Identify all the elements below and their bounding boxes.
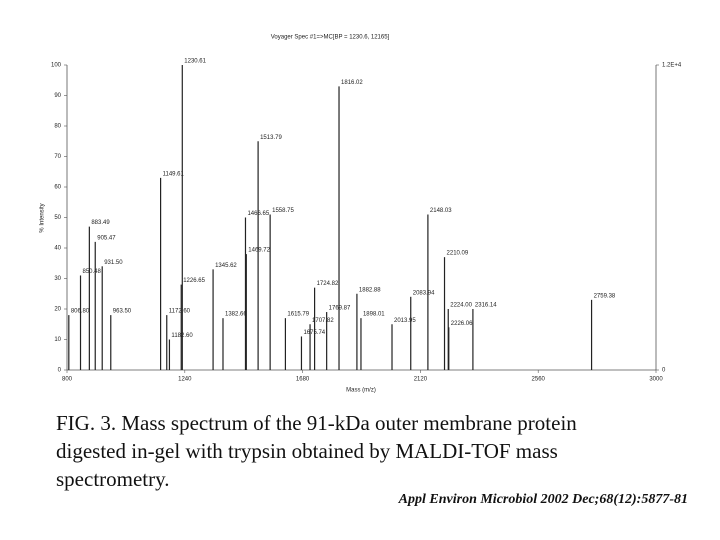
y-tick-label: 70 bbox=[54, 154, 61, 160]
peak-label: 2226.06 bbox=[451, 321, 473, 327]
peak-label: 2210.09 bbox=[447, 251, 469, 257]
x-tick-label: 1680 bbox=[296, 377, 310, 383]
peak-label: 1345.62 bbox=[215, 263, 237, 269]
peak-label: 1898.01 bbox=[363, 312, 385, 318]
peak-label: 1816.02 bbox=[341, 80, 363, 86]
x-tick-label: 800 bbox=[62, 377, 73, 383]
y-axis-label: % Intensity bbox=[40, 203, 46, 232]
peak-label: 1558.75 bbox=[272, 208, 294, 214]
peak-label: 1149.61 bbox=[163, 171, 185, 177]
caption-line: FIG. 3. Mass spectrum of the 91-kDa oute… bbox=[56, 411, 577, 435]
peak-label: 931.50 bbox=[104, 260, 123, 266]
x-tick-label: 1240 bbox=[178, 377, 192, 383]
peak-label: 1172.60 bbox=[169, 309, 191, 315]
y-tick-label: 60 bbox=[54, 185, 61, 191]
chart-title: Voyager Spec #1=>MC[BP = 1230.6, 12165] bbox=[271, 35, 390, 41]
peak-label: 1724.82 bbox=[317, 281, 339, 287]
y2-tick-label: 0 bbox=[662, 368, 666, 374]
peak-label: 1769.87 bbox=[329, 306, 351, 312]
x-tick-label: 3000 bbox=[649, 377, 663, 383]
y-tick-label: 90 bbox=[54, 93, 61, 99]
y2-tick-label: 1.2E+4 bbox=[662, 63, 682, 69]
peak-label: 2316.14 bbox=[475, 303, 497, 309]
x-tick-label: 2120 bbox=[414, 377, 428, 383]
peak-label: 1615.79 bbox=[287, 312, 309, 318]
y-tick-label: 20 bbox=[54, 307, 61, 313]
peak-label: 1226.65 bbox=[183, 278, 205, 284]
y-tick-label: 10 bbox=[54, 337, 61, 343]
caption-line: digested in-gel with trypsin obtained by… bbox=[56, 439, 558, 463]
peak-label: 963.50 bbox=[113, 309, 132, 315]
y-tick-label: 80 bbox=[54, 124, 61, 130]
peak-label: 1382.66 bbox=[225, 312, 247, 318]
peak-label: 2013.95 bbox=[394, 318, 416, 324]
peak-label: 850.48 bbox=[83, 269, 102, 275]
peak-label: 1707.82 bbox=[312, 318, 334, 324]
peak-label: 905.47 bbox=[97, 235, 116, 241]
peak-label: 1882.88 bbox=[359, 287, 381, 293]
y-tick-label: 30 bbox=[54, 276, 61, 282]
peak-label: 2083.94 bbox=[413, 290, 435, 296]
y-tick-label: 100 bbox=[51, 63, 62, 69]
caption-line: spectrometry. bbox=[56, 467, 170, 491]
y-tick-label: 50 bbox=[54, 215, 61, 221]
x-tick-label: 2560 bbox=[532, 377, 546, 383]
peak-label: 2759.38 bbox=[594, 293, 616, 299]
peak-label: 1513.79 bbox=[260, 135, 282, 141]
peak-label: 1469.72 bbox=[248, 248, 270, 254]
y-tick-label: 40 bbox=[54, 246, 61, 252]
x-axis-label: Mass (m/z) bbox=[346, 388, 376, 394]
y-tick-label: 0 bbox=[58, 368, 62, 374]
peak-label: 1230.61 bbox=[184, 59, 206, 65]
peak-label: 883.49 bbox=[91, 220, 110, 226]
peak-label: 2148.03 bbox=[430, 208, 452, 214]
citation: Appl Environ Microbiol 2002 Dec;68(12):5… bbox=[398, 492, 688, 507]
peak-label: 2224.00 bbox=[450, 303, 472, 309]
